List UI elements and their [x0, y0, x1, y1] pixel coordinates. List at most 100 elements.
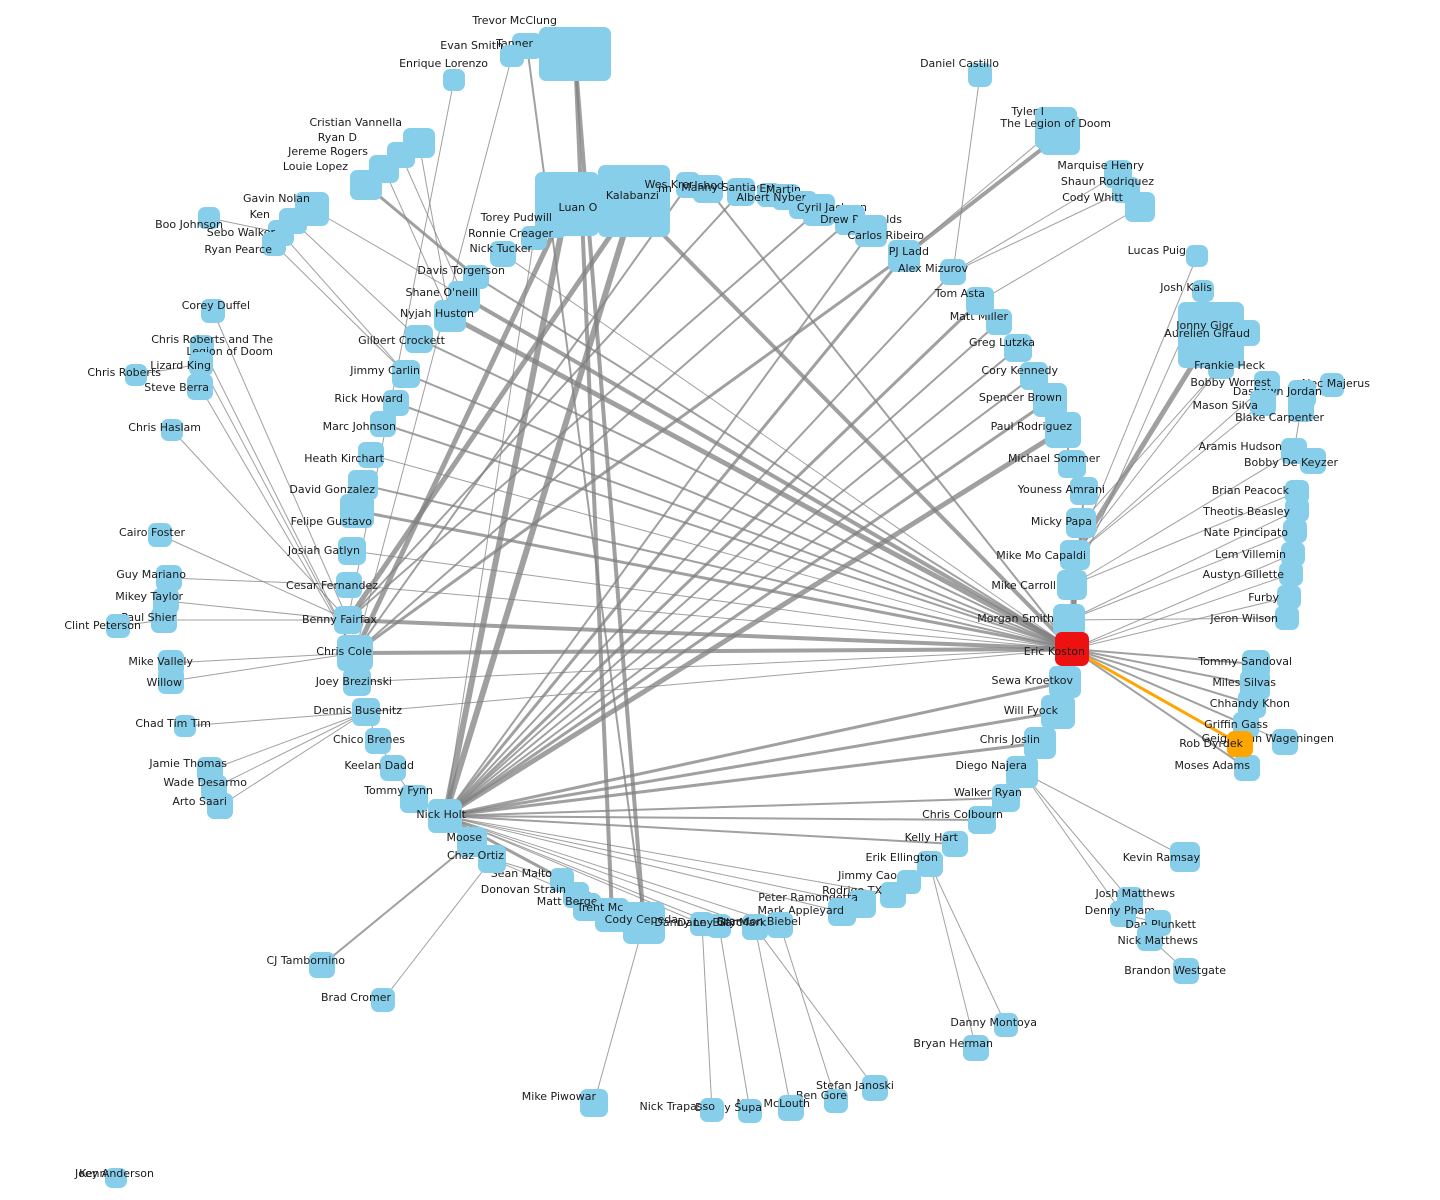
graph-node[interactable] [1234, 755, 1260, 781]
graph-node[interactable] [189, 352, 213, 376]
graph-node[interactable] [994, 1013, 1018, 1037]
graph-node[interactable] [888, 240, 920, 272]
graph-node[interactable] [828, 898, 856, 926]
graph-node[interactable] [1049, 666, 1081, 698]
graph-node[interactable] [1170, 842, 1200, 872]
graph-node[interactable] [880, 882, 906, 908]
graph-node[interactable] [198, 207, 220, 229]
graph-node[interactable] [500, 45, 524, 67]
graph-node[interactable] [478, 845, 506, 873]
graph-node[interactable] [992, 784, 1020, 812]
graph-node[interactable] [824, 1089, 848, 1113]
graph-node[interactable] [968, 806, 996, 834]
graph-node[interactable] [309, 952, 335, 978]
graph-node[interactable] [767, 912, 793, 938]
graph-node[interactable] [623, 902, 665, 944]
graph-node[interactable] [107, 1168, 127, 1188]
graph-node[interactable] [125, 364, 147, 386]
graph-node[interactable] [1300, 448, 1326, 474]
graph-node[interactable] [434, 300, 466, 332]
graph-node[interactable] [1272, 729, 1298, 755]
graph-node[interactable] [358, 442, 384, 468]
graph-node[interactable] [738, 1099, 762, 1123]
graph-node[interactable] [1006, 756, 1038, 788]
graph-node[interactable] [392, 360, 420, 388]
graph-node[interactable] [400, 785, 428, 813]
graph-node[interactable] [151, 607, 177, 633]
graph-node[interactable] [262, 232, 286, 256]
graph-node[interactable] [1137, 925, 1163, 951]
graph-node[interactable] [1283, 519, 1307, 543]
graph-node[interactable] [1004, 334, 1032, 362]
graph-node[interactable] [158, 668, 184, 694]
graph-node[interactable] [1232, 320, 1260, 346]
graph-node[interactable] [1041, 695, 1075, 729]
graph-node[interactable] [350, 170, 382, 200]
graph-node[interactable] [1320, 373, 1344, 397]
graph-node[interactable] [580, 1089, 608, 1117]
graph-node[interactable] [968, 63, 992, 87]
graph-node[interactable] [963, 1035, 989, 1061]
graph-node[interactable] [340, 494, 374, 528]
graph-node[interactable] [966, 287, 994, 315]
graph-node[interactable] [1285, 498, 1309, 522]
graph-node[interactable] [201, 299, 225, 323]
graph-node[interactable] [490, 241, 516, 267]
graph-node[interactable] [1250, 390, 1276, 416]
graph-node[interactable] [106, 614, 130, 638]
graph-node[interactable] [521, 226, 547, 250]
graph-node[interactable] [727, 178, 755, 206]
graph-node[interactable] [942, 831, 968, 857]
graph-node[interactable] [174, 715, 196, 737]
graph-node[interactable] [1186, 245, 1208, 267]
graph-node[interactable] [917, 851, 943, 877]
graph-node[interactable] [380, 755, 406, 781]
graph-node[interactable] [161, 419, 183, 441]
graph-node[interactable] [156, 565, 182, 591]
graph-node[interactable] [336, 572, 362, 598]
graph-node[interactable] [1053, 604, 1085, 636]
graph-node[interactable] [707, 914, 731, 938]
graph-node[interactable] [1040, 115, 1080, 155]
graph-node[interactable] [862, 1075, 888, 1101]
graph-node[interactable] [1057, 570, 1087, 600]
graph-node[interactable] [1066, 508, 1096, 538]
graph-node[interactable] [1277, 585, 1301, 609]
graph-node[interactable] [700, 1098, 724, 1122]
graph-node[interactable] [1192, 280, 1214, 302]
graph-node[interactable] [778, 1095, 804, 1121]
graph-node[interactable] [405, 325, 433, 353]
graph-node[interactable] [742, 914, 768, 940]
graph-node[interactable] [1173, 958, 1199, 984]
graph-node[interactable] [443, 69, 465, 91]
graph-node[interactable] [940, 259, 966, 285]
graph-node[interactable] [1020, 362, 1048, 390]
graph-node[interactable] [1275, 606, 1299, 630]
graph-node[interactable] [371, 988, 395, 1012]
graph-node[interactable] [1208, 353, 1234, 379]
graph-node[interactable] [855, 215, 887, 247]
graph-node[interactable] [693, 175, 723, 203]
graph-node[interactable] [1024, 727, 1056, 759]
graph-node[interactable] [370, 411, 396, 437]
graph-node[interactable] [1045, 412, 1081, 448]
graph-node[interactable] [365, 728, 391, 754]
graph-node[interactable] [1227, 731, 1253, 757]
graph-node[interactable] [803, 194, 835, 226]
graph-node[interactable] [1055, 632, 1089, 666]
graph-node[interactable] [352, 698, 380, 726]
graph-node[interactable] [148, 523, 172, 547]
graph-node[interactable] [539, 27, 611, 81]
graph-node[interactable] [1070, 477, 1098, 505]
graph-node[interactable] [337, 635, 373, 671]
graph-node[interactable] [598, 168, 658, 230]
graph-node[interactable] [343, 668, 371, 696]
graph-node[interactable] [428, 799, 462, 833]
graph-node[interactable] [1279, 562, 1303, 586]
graph-node[interactable] [334, 606, 362, 634]
graph-node[interactable] [1288, 396, 1314, 422]
graph-node[interactable] [338, 537, 366, 565]
graph-node[interactable] [207, 793, 233, 819]
graph-node[interactable] [1125, 192, 1155, 222]
graph-node[interactable] [1110, 901, 1136, 927]
